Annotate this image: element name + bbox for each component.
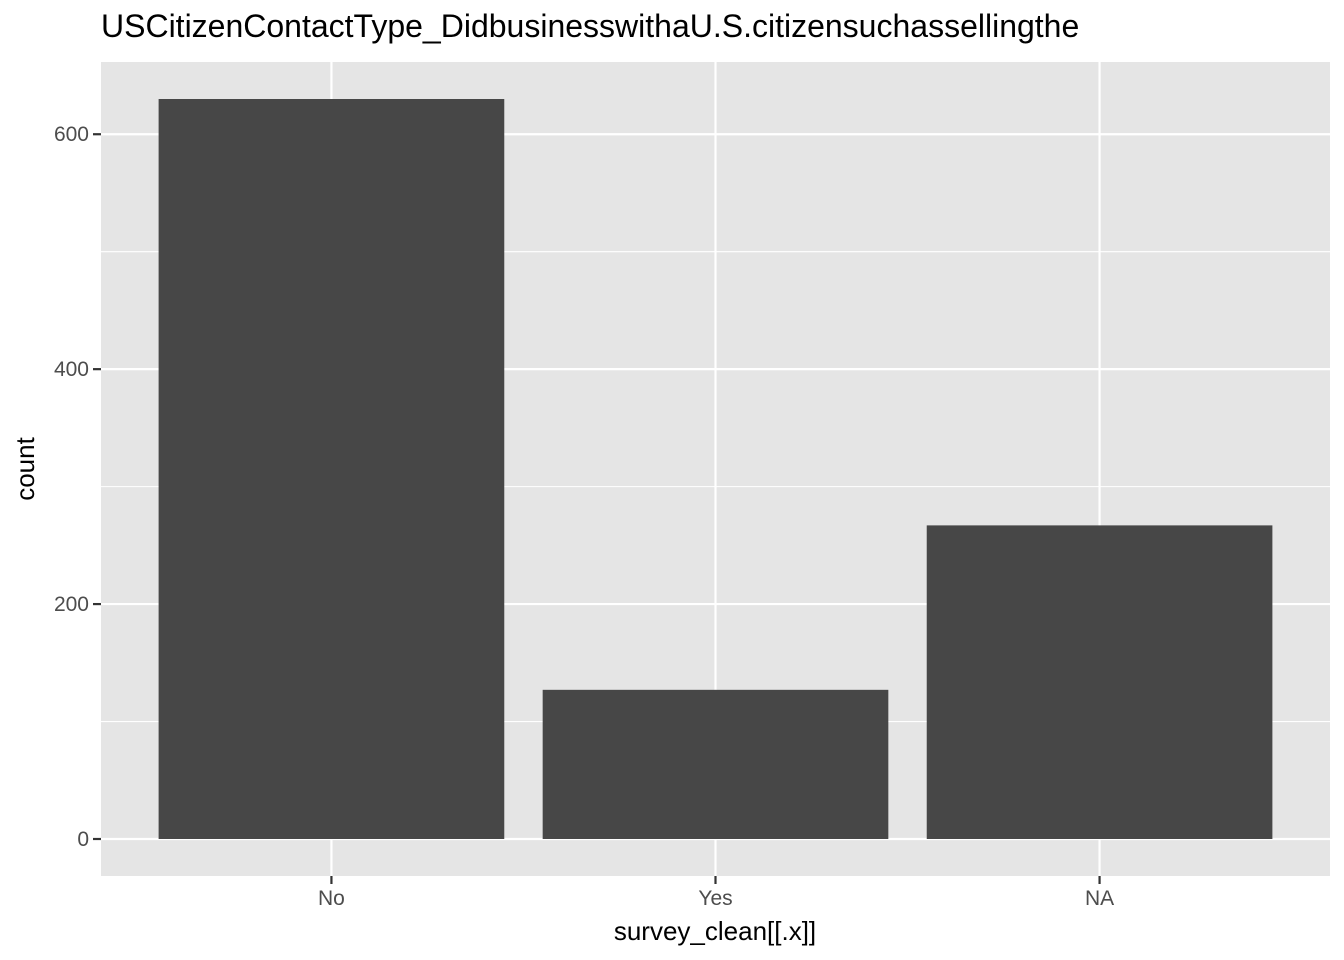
- x-tick-label: Yes: [698, 887, 732, 910]
- bar-na: [926, 525, 1273, 839]
- y-tick-label: 400: [54, 358, 89, 381]
- chart-title: USCitizenContactType_DidbusinesswithaU.S…: [101, 8, 1080, 44]
- y-tick-label: 600: [54, 123, 89, 146]
- y-tick-label: 200: [54, 593, 89, 616]
- x-tick-label: NA: [1085, 887, 1114, 910]
- y-tick-label: 0: [77, 828, 89, 851]
- x-axis-title: survey_clean[[.x]]: [614, 916, 816, 946]
- bar-no: [158, 99, 505, 839]
- x-tick-label: No: [318, 887, 345, 910]
- bars: [158, 99, 1273, 839]
- y-axis-title: count: [10, 436, 40, 500]
- bar-yes: [542, 689, 889, 839]
- y-axis: 0 200 400 600: [54, 123, 101, 851]
- x-axis: No Yes NA: [318, 876, 1114, 910]
